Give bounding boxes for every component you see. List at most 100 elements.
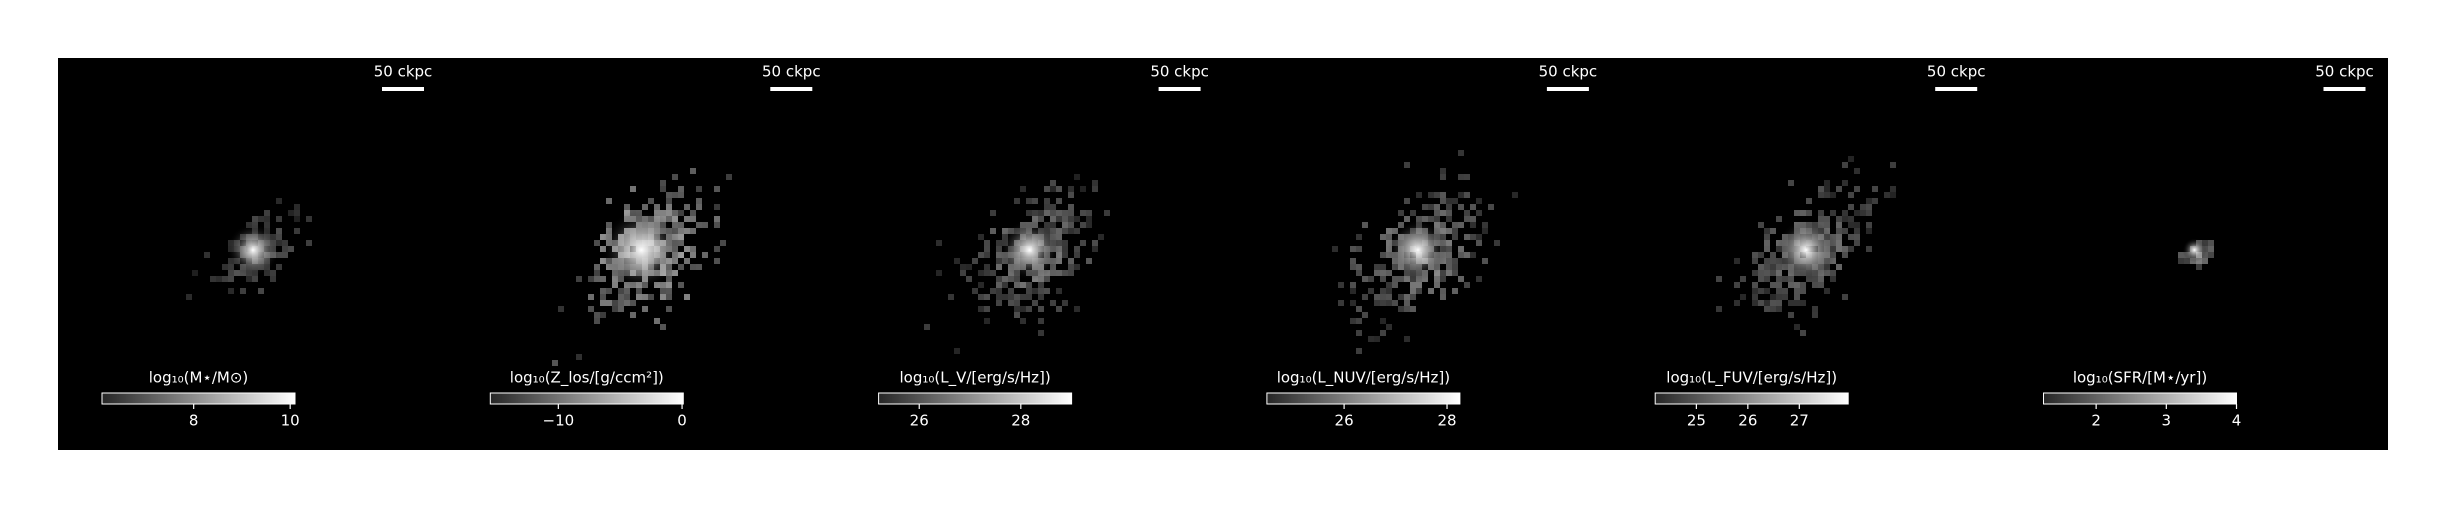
particle-pixel: [600, 234, 606, 240]
particle-pixel: [1824, 222, 1830, 228]
particle-pixel: [1794, 210, 1800, 216]
particle-pixel: [1842, 216, 1848, 222]
scale-bar: [2323, 87, 2366, 91]
particle-pixel: [276, 240, 282, 246]
core-glow: [1387, 220, 1448, 280]
particle-pixel: [1056, 288, 1062, 294]
colorbar-tick-label: −10: [543, 412, 575, 430]
particle-pixel: [276, 216, 282, 222]
particle-pixel: [984, 240, 990, 246]
particle-pixel: [1350, 288, 1356, 294]
particle-pixel: [1014, 198, 1020, 204]
particle-pixel: [1038, 330, 1044, 336]
particle-pixel: [1368, 336, 1374, 342]
particle-pixel: [1758, 222, 1764, 228]
particle-pixel: [1080, 186, 1086, 192]
colorbar: [878, 392, 1073, 405]
particle-pixel: [630, 300, 636, 306]
particle-pixel: [1074, 306, 1080, 312]
particle-pixel: [288, 246, 294, 252]
particle-pixel: [1416, 288, 1422, 294]
particle-pixel: [216, 276, 222, 282]
particle-pixel: [576, 354, 582, 360]
particle-pixel: [1836, 222, 1842, 228]
particle-pixel: [684, 294, 690, 300]
particle-pixel: [1470, 204, 1476, 210]
particle-pixel: [636, 288, 642, 294]
particle-pixel: [1014, 306, 1020, 312]
particle-pixel: [1776, 294, 1782, 300]
particle-pixel: [960, 270, 966, 276]
particle-pixel: [1788, 276, 1794, 282]
particle-pixel: [672, 210, 678, 216]
particle-pixel: [1392, 276, 1398, 282]
particle-pixel: [1476, 234, 1482, 240]
particle-pixel: [1488, 204, 1494, 210]
particle-pixel: [1776, 216, 1782, 222]
particle-pixel: [1056, 198, 1062, 204]
particle-pixel: [1788, 312, 1794, 318]
particle-pixel: [1764, 270, 1770, 276]
particle-pixel: [618, 300, 624, 306]
particle-pixel: [1752, 288, 1758, 294]
colorbar-tick-label: 4: [2232, 412, 2242, 430]
particle-pixel: [1770, 282, 1776, 288]
particle-pixel: [1362, 276, 1368, 282]
particle-pixel: [624, 294, 630, 300]
particle-pixel: [552, 360, 558, 366]
particle-pixel: [1752, 294, 1758, 300]
particle-pixel: [1824, 270, 1830, 276]
particle-pixel: [1080, 240, 1086, 246]
particle-pixel: [270, 270, 276, 276]
particle-pixel: [1086, 258, 1092, 264]
particle-pixel: [1068, 216, 1074, 222]
particle-pixel: [1476, 210, 1482, 216]
particle-pixel: [672, 174, 678, 180]
particle-pixel: [984, 318, 990, 324]
particle-pixel: [1848, 156, 1854, 162]
particle-pixel: [1752, 258, 1758, 264]
particle-pixel: [1776, 300, 1782, 306]
particle-pixel: [1002, 276, 1008, 282]
particle-pixel: [1860, 210, 1866, 216]
particle-pixel: [594, 318, 600, 324]
scale-bar-label: 50 ckpc: [762, 63, 821, 81]
colorbar: [1654, 392, 1849, 405]
colorbar-tick-label: 26: [1335, 412, 1354, 430]
particle-pixel: [1044, 186, 1050, 192]
particle-pixel: [258, 216, 264, 222]
particle-pixel: [1464, 282, 1470, 288]
colorbar: [1266, 392, 1461, 405]
colorbar-tick-label: 27: [1790, 412, 1809, 430]
particle-pixel: [1494, 240, 1500, 246]
particle-pixel: [1056, 216, 1062, 222]
particle-pixel: [678, 252, 684, 258]
particle-pixel: [1056, 270, 1062, 276]
particle-pixel: [1440, 276, 1446, 282]
particle-pixel: [984, 270, 990, 276]
particle-pixel: [978, 306, 984, 312]
particle-pixel: [1854, 228, 1860, 234]
particle-pixel: [1380, 252, 1386, 258]
particle-pixel: [1362, 222, 1368, 228]
particle-pixel: [1392, 282, 1398, 288]
particle-pixel: [1380, 300, 1386, 306]
particle-pixel: [1428, 216, 1434, 222]
particle-pixel: [1818, 276, 1824, 282]
particle-pixel: [1356, 246, 1362, 252]
particle-pixel: [228, 264, 234, 270]
particle-pixel: [1014, 300, 1020, 306]
particle-pixel: [600, 312, 606, 318]
particle-pixel: [996, 276, 1002, 282]
particle-pixel: [678, 240, 684, 246]
particle-pixel: [1842, 162, 1848, 168]
particle-pixel: [954, 258, 960, 264]
particle-pixel: [1068, 204, 1074, 210]
colorbar-tick-label: 25: [1687, 412, 1706, 430]
particle-pixel: [1764, 234, 1770, 240]
particle-pixel: [228, 276, 234, 282]
particle-pixel: [306, 240, 312, 246]
particle-pixel: [1338, 282, 1344, 288]
particle-pixel: [1068, 186, 1074, 192]
core-glow: [601, 210, 682, 290]
